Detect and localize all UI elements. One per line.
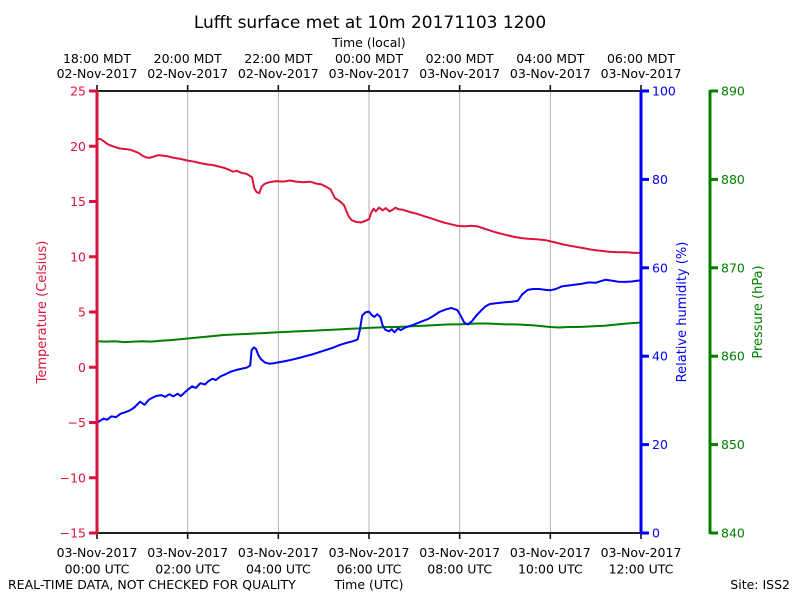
temperature-tick-label: 5 <box>78 305 86 320</box>
pressure-tick-label: 840 <box>721 526 745 541</box>
bottom-axis-title: Time (UTC) <box>334 577 404 592</box>
pressure-axis-title: Pressure (hPa) <box>751 265 766 358</box>
relative-humidity-pct-line <box>96 278 642 425</box>
temperature-c-line <box>96 137 642 254</box>
humidity-tick-label: 100 <box>652 84 676 99</box>
pressure-tick-label: 890 <box>721 84 745 99</box>
temperature-tick-label: 15 <box>70 194 86 209</box>
top-axis-title: Time (local) <box>332 35 406 50</box>
pressure-hpa-line <box>96 321 642 344</box>
temperature-tick-label: 0 <box>78 360 86 375</box>
bottom-tick-label: 03-Nov-2017 12:00 UTC <box>601 545 682 577</box>
temperature-tick-label: 20 <box>70 139 86 154</box>
bottom-tick-label: 03-Nov-2017 00:00 UTC <box>57 545 138 577</box>
top-tick-label: 04:00 MDT 03-Nov-2017 <box>510 51 591 81</box>
left-axis-title: Temperature (Celsius) <box>35 241 50 385</box>
bottom-tick-label: 03-Nov-2017 10:00 UTC <box>510 545 591 577</box>
top-tick-label: 00:00 MDT 03-Nov-2017 <box>329 51 410 81</box>
bottom-tick-label: 03-Nov-2017 02:00 UTC <box>147 545 228 577</box>
top-tick-label: 20:00 MDT 02-Nov-2017 <box>147 51 228 81</box>
temperature-tick-label: −10 <box>60 470 86 485</box>
series-layer <box>96 137 642 425</box>
bottom-tick-label: 03-Nov-2017 04:00 UTC <box>238 545 319 577</box>
pressure-tick-label: 850 <box>721 437 745 452</box>
humidity-tick-label: 80 <box>652 172 668 187</box>
humidity-axis-title: Relative humidity (%) <box>675 242 690 383</box>
bottom-tick-label: 03-Nov-2017 06:00 UTC <box>329 545 410 577</box>
top-tick-label: 06:00 MDT 03-Nov-2017 <box>601 51 682 81</box>
pressure-tick-label: 870 <box>721 260 745 275</box>
humidity-tick-label: 40 <box>652 349 668 364</box>
site-label: Site: ISS2 <box>730 577 790 592</box>
bottom-tick-label: 03-Nov-2017 08:00 UTC <box>419 545 500 577</box>
chart-title: Lufft surface met at 10m 20171103 1200 <box>193 13 547 33</box>
temperature-tick-label: −15 <box>60 526 86 541</box>
top-tick-label: 02:00 MDT 03-Nov-2017 <box>419 51 500 81</box>
temperature-tick-label: 10 <box>70 249 86 264</box>
quality-disclaimer: REAL-TIME DATA, NOT CHECKED FOR QUALITY <box>8 577 296 592</box>
temperature-tick-label: 25 <box>70 84 86 99</box>
top-tick-label: 22:00 MDT 02-Nov-2017 <box>238 51 319 81</box>
temperature-tick-label: −5 <box>68 415 86 430</box>
humidity-tick-label: 0 <box>652 526 660 541</box>
pressure-tick-label: 880 <box>721 172 745 187</box>
humidity-tick-label: 60 <box>652 260 668 275</box>
humidity-tick-label: 20 <box>652 437 668 452</box>
pressure-tick-label: 860 <box>721 349 745 364</box>
axes-layer: 18:00 MDT 02-Nov-2017 20:00 MDT 02-Nov-2017… <box>57 51 745 577</box>
top-tick-label: 18:00 MDT 02-Nov-2017 <box>57 51 138 81</box>
